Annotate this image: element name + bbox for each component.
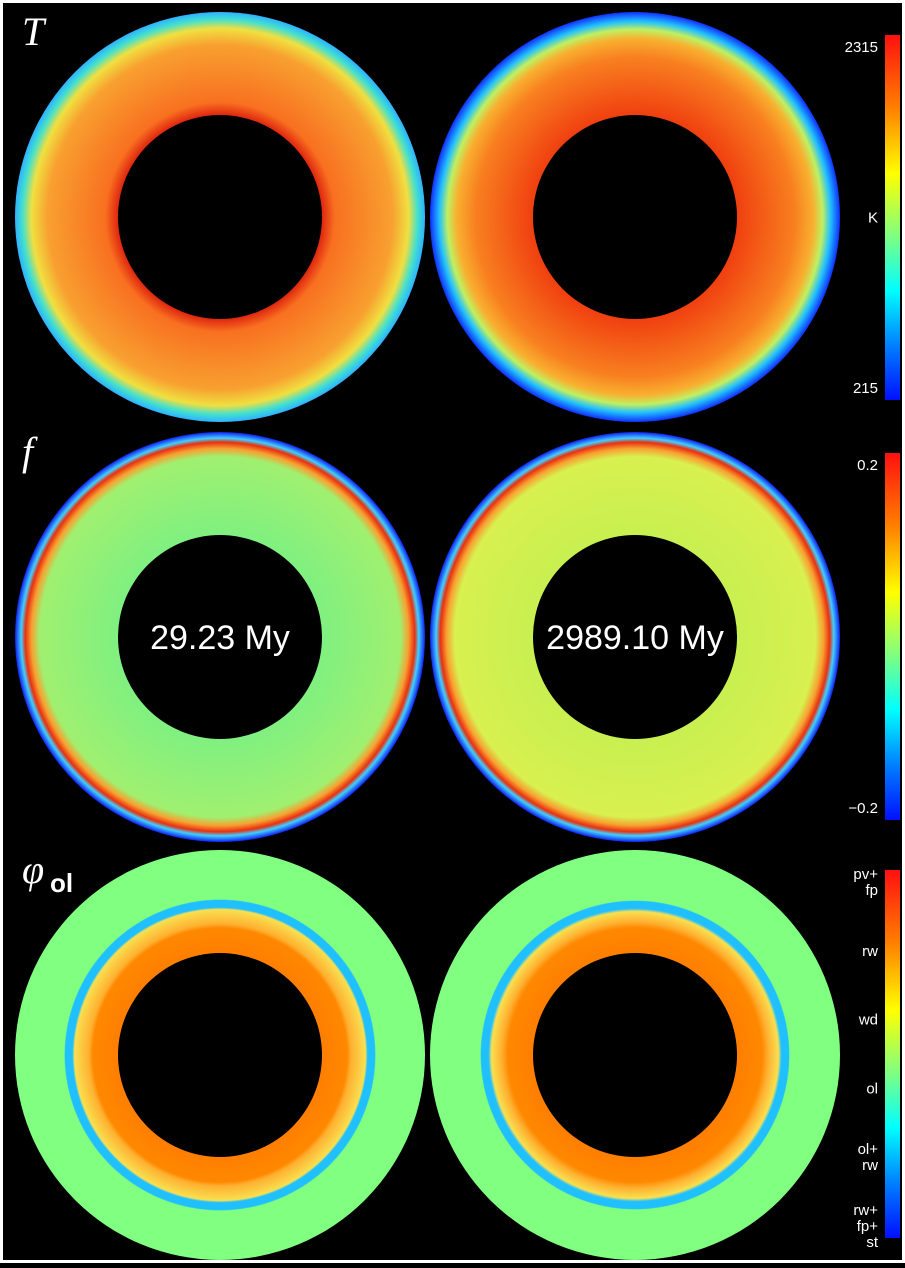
time-label: 29.23 My <box>150 619 290 657</box>
colorbar <box>885 453 900 820</box>
core <box>533 115 737 319</box>
colorbar-label: pv+ <box>853 866 878 883</box>
colorbar-label: K <box>868 210 878 227</box>
colorbar-label: 0.2 <box>857 457 878 474</box>
colorbar-label: fp <box>865 882 878 899</box>
colorbar-label: 2315 <box>845 39 878 56</box>
colorbar <box>885 35 900 400</box>
colorbar-label: rw <box>862 1157 878 1174</box>
colorbar-label: rw <box>862 943 878 960</box>
colorbar-label: ol <box>866 1080 878 1097</box>
panel-symbol: φ <box>22 847 44 892</box>
time-label: 2989.10 My <box>546 619 724 657</box>
colorbar-label: −0.2 <box>848 800 878 817</box>
panel-symbol: T <box>22 9 47 54</box>
core <box>118 535 322 739</box>
colorbar-label: st <box>866 1234 879 1251</box>
colorbar-label: wd <box>858 1012 878 1029</box>
colorbar-label: 215 <box>853 380 878 397</box>
core <box>533 535 737 739</box>
core <box>533 953 737 1157</box>
panel-subscript: ol <box>50 868 73 898</box>
colorbar-label: fp+ <box>857 1218 879 1235</box>
colorbar-label: ol+ <box>858 1141 879 1158</box>
colorbar-label: rw+ <box>853 1202 878 1219</box>
core <box>118 115 322 319</box>
colorbar <box>885 870 900 1238</box>
core <box>118 953 322 1157</box>
